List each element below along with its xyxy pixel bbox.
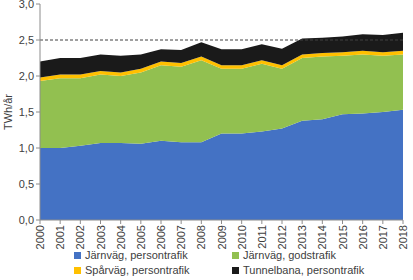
x-tick xyxy=(362,220,363,224)
legend-label: Järnväg, persontrafik xyxy=(85,249,188,261)
x-tick-label: 2000 xyxy=(34,225,46,249)
x-tick-label: 2015 xyxy=(337,225,349,249)
y-tick-label: 0,5 xyxy=(19,178,34,190)
x-tick xyxy=(100,220,101,224)
x-tick xyxy=(181,220,182,224)
legend-label: Spårväg, persontrafik xyxy=(85,264,190,276)
y-tick xyxy=(36,40,40,41)
x-tick-label: 2012 xyxy=(276,225,288,249)
x-tick xyxy=(302,220,303,224)
x-tick xyxy=(342,220,343,224)
y-tick xyxy=(36,220,40,221)
x-tick-label: 2013 xyxy=(296,225,308,249)
legend-swatch xyxy=(232,267,239,274)
chart: 0,0 0,5 1,0 1,5 2,0 2,5 3,0 TWh/år 2000 2001 2002 2… xyxy=(0,0,413,280)
y-tick-label: 2,0 xyxy=(19,70,34,82)
x-tick xyxy=(161,220,162,224)
y-tick-label: 1,0 xyxy=(19,142,34,154)
legend-label: Tunnelbana, persontrafik xyxy=(243,264,365,276)
x-tick xyxy=(261,220,262,224)
y-tick xyxy=(36,4,40,5)
x-tick-label: 2014 xyxy=(316,225,328,249)
x-tick-label: 2007 xyxy=(175,225,187,249)
legend-swatch xyxy=(74,267,81,274)
x-tick xyxy=(221,220,222,224)
x-tick xyxy=(201,220,202,224)
y-tick xyxy=(36,148,40,149)
x-tick-label: 2006 xyxy=(155,225,167,249)
x-tick-label: 2011 xyxy=(256,225,268,249)
x-tick xyxy=(322,220,323,224)
x-tick xyxy=(403,220,404,224)
x-tick-label: 2005 xyxy=(135,225,147,249)
legend: Järnväg, persontrafik Järnväg, godstrafik… xyxy=(74,249,365,276)
x-tick xyxy=(382,220,383,224)
y-tick xyxy=(36,76,40,77)
area xyxy=(40,33,403,78)
y-tick-label: 0,0 xyxy=(19,214,34,226)
x-tick-label: 2003 xyxy=(95,225,107,249)
y-tick xyxy=(36,184,40,185)
x-tick xyxy=(241,220,242,224)
x-tick-label: 2008 xyxy=(195,225,207,249)
x-tick xyxy=(140,220,141,224)
legend-label: Järnväg, godstrafik xyxy=(243,249,336,261)
x-tick-label: 2017 xyxy=(377,225,389,249)
x-tick xyxy=(282,220,283,224)
x-tick-label: 2001 xyxy=(54,225,66,249)
x-tick xyxy=(80,220,81,224)
legend-swatch xyxy=(232,252,239,259)
x-tick xyxy=(40,220,41,224)
x-tick-label: 2002 xyxy=(74,225,86,249)
legend-swatch xyxy=(74,252,81,259)
x-tick xyxy=(120,220,121,224)
y-tick xyxy=(36,112,40,113)
reference-line xyxy=(40,40,403,41)
x-tick-label: 2009 xyxy=(216,225,228,249)
x-tick-label: 2016 xyxy=(357,225,369,249)
y-axis-label: TWh/år xyxy=(2,94,14,130)
y-tick-label: 3,0 xyxy=(19,0,34,10)
x-tick xyxy=(60,220,61,224)
y-tick-label: 2,5 xyxy=(19,34,34,46)
x-tick-label: 2010 xyxy=(236,225,248,249)
areas xyxy=(40,33,403,220)
x-tick-label: 2004 xyxy=(115,225,127,249)
y-tick-label: 1,5 xyxy=(19,106,34,118)
x-tick-label: 2018 xyxy=(397,225,409,249)
